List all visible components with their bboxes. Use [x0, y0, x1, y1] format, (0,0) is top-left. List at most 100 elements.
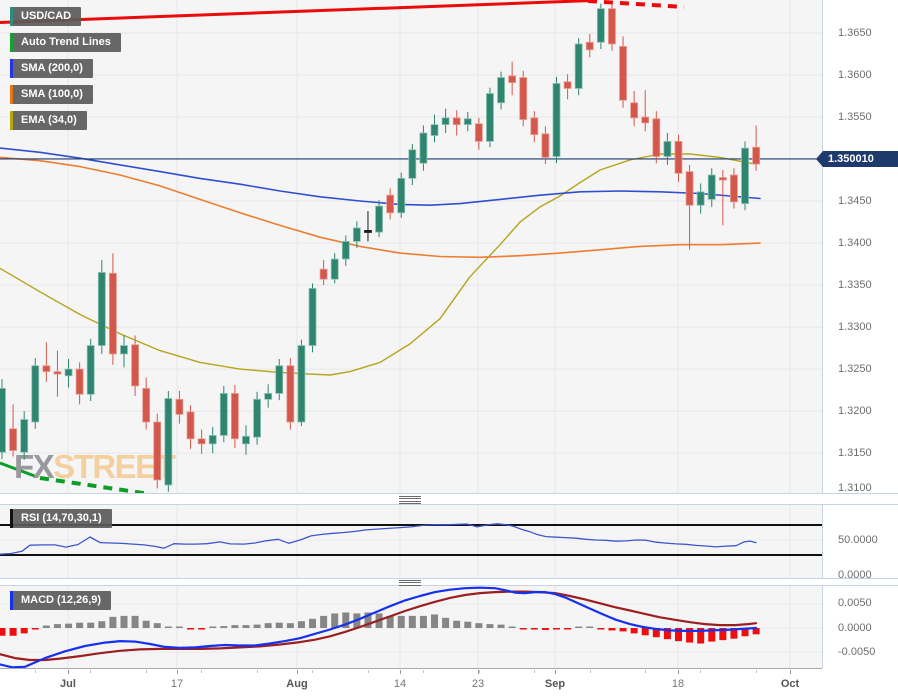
legend-color-strip-icon — [10, 7, 13, 26]
macd-histogram-bar — [297, 621, 305, 629]
x-minor-tick — [645, 670, 646, 673]
candle — [696, 191, 705, 206]
macd-histogram-bar — [20, 628, 28, 634]
x-tick-label: Sep — [544, 678, 566, 690]
x-tick-label: 18 — [671, 678, 685, 690]
x-minor-tick — [312, 670, 313, 673]
legend: USD/CAD Auto Trend Lines SMA (200,0) SMA (1… — [10, 7, 121, 137]
candle — [663, 140, 672, 157]
candle — [20, 419, 29, 453]
macd-histogram-bar — [619, 628, 627, 632]
macd-histogram-bar — [153, 623, 161, 629]
candle — [474, 123, 483, 142]
x-minor-tick — [257, 670, 258, 673]
macd-histogram-bar — [652, 628, 660, 638]
auto-trendline-support — [0, 461, 37, 478]
macd-histogram-bar — [464, 621, 472, 629]
legend-color-strip-icon — [10, 59, 13, 78]
candle — [463, 118, 472, 125]
badge-arrow-icon — [816, 151, 823, 167]
candle — [131, 344, 139, 387]
macd-histogram-bar — [286, 623, 294, 629]
candle — [164, 398, 173, 486]
auto-trendline-support — [39, 476, 151, 493]
rsi-indicator-chip[interactable]: RSI (14,70,30,1) — [10, 509, 112, 528]
x-minor-tick — [368, 670, 369, 673]
candle — [419, 132, 428, 164]
candle — [508, 75, 517, 83]
macd-histogram-bar — [486, 624, 494, 629]
legend-color-strip-icon — [10, 33, 13, 52]
macd-histogram-bar — [586, 626, 594, 629]
candle — [0, 388, 6, 453]
macd-indicator-chip[interactable]: MACD (12,26,9) — [10, 591, 112, 610]
macd-histogram-bar — [442, 617, 450, 629]
macd-histogram-bar — [275, 622, 283, 629]
x-tick-mark — [790, 670, 791, 674]
x-tick-label: Oct — [780, 678, 800, 690]
macd-tick-label: 0.0000 — [838, 622, 872, 634]
candle — [242, 435, 250, 445]
x-tick-label: Jul — [60, 678, 76, 690]
macd-histogram-bar — [519, 628, 527, 630]
macd-histogram-bar — [253, 624, 261, 629]
candle — [175, 398, 184, 415]
resize-grip-icon[interactable] — [399, 496, 421, 504]
macd-histogram-bar — [65, 623, 73, 629]
candle — [530, 117, 539, 136]
x-tick-mark — [177, 670, 178, 674]
macd-panel[interactable] — [0, 586, 898, 670]
legend-chip-usd-cad[interactable]: USD/CAD — [10, 7, 82, 26]
x-tick-label: 17 — [170, 678, 184, 690]
x-axis: Jul 17 Aug 14 23 Sep 18 Oct — [0, 670, 898, 697]
macd-histogram-bar — [9, 628, 17, 636]
candle — [208, 435, 217, 445]
price-tick-label: 1.3200 — [838, 405, 872, 417]
macd-histogram-bar — [342, 612, 350, 629]
candle — [730, 174, 738, 203]
legend-chip-sma-200-0[interactable]: SMA (200,0) — [10, 59, 93, 78]
candle — [286, 365, 295, 423]
candle — [652, 118, 661, 157]
macd-histogram-bar — [187, 628, 195, 630]
x-minor-tick — [590, 670, 591, 673]
legend-chip-ema-34-0[interactable]: EMA (34,0) — [10, 111, 87, 130]
macd-histogram-bar — [719, 628, 727, 641]
macd-histogram-bar — [419, 615, 427, 629]
macd-histogram-bar — [231, 625, 239, 629]
legend-chip-auto-trend-lines[interactable]: Auto Trend Lines — [10, 33, 121, 52]
macd-histogram-bar — [364, 612, 372, 629]
macd-line — [0, 586, 758, 669]
panel-separator-top — [0, 493, 898, 505]
legend-chip-sma-100-0[interactable]: SMA (100,0) — [10, 85, 93, 104]
price-chart-panel[interactable]: FXSTREET — [0, 0, 898, 493]
price-tick-label: 1.3100 — [838, 482, 872, 494]
last-price-value: 1.350010 — [828, 153, 874, 165]
macd-histogram-bar — [597, 628, 605, 630]
x-minor-tick — [756, 670, 757, 673]
macd-histogram-bar — [697, 628, 705, 644]
legend-chip-label: EMA (34,0) — [21, 114, 77, 126]
candle — [430, 124, 439, 136]
candle — [741, 147, 749, 204]
x-minor-tick — [700, 670, 701, 673]
price-tick-label: 1.3600 — [838, 69, 872, 81]
macd-histogram-bar — [674, 628, 682, 642]
rsi-tick-label: 50.0000 — [838, 534, 878, 546]
candle — [109, 272, 117, 355]
x-tick-mark — [555, 670, 556, 674]
candle — [64, 368, 73, 377]
macd-histogram-bar — [408, 615, 416, 629]
candle — [297, 345, 306, 423]
candle — [408, 149, 417, 179]
candle — [585, 41, 594, 51]
candle — [319, 268, 328, 280]
macd-histogram-bar — [76, 622, 84, 629]
candle — [31, 365, 40, 423]
rsi-line — [0, 523, 757, 555]
candle — [397, 177, 406, 214]
rsi-panel[interactable] — [0, 505, 898, 578]
macd-histogram-bar — [686, 628, 694, 643]
x-tick-label: 14 — [393, 678, 407, 690]
macd-histogram-bar — [164, 626, 172, 629]
